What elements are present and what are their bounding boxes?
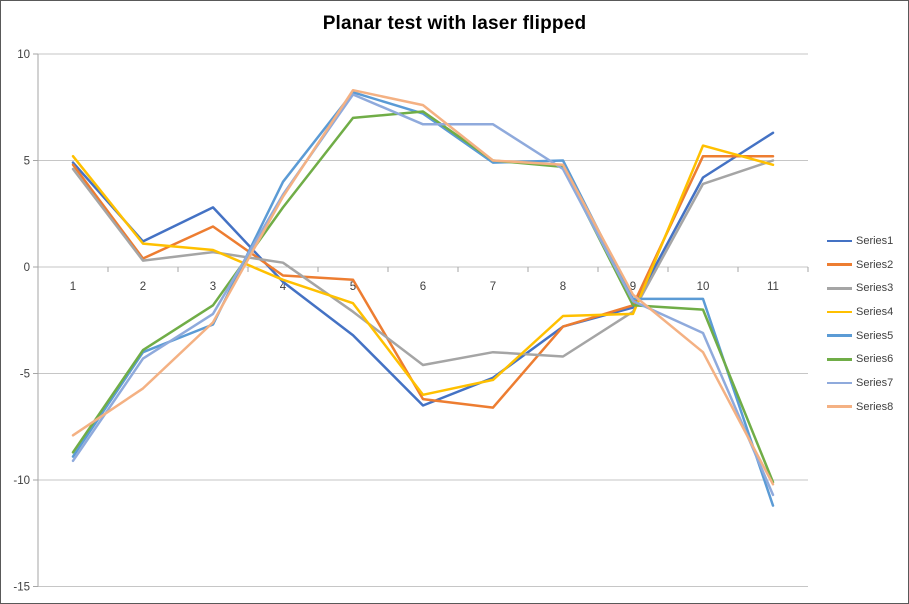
y-tick-label: -10 bbox=[13, 475, 30, 487]
y-tick-label: -15 bbox=[13, 582, 30, 594]
legend-label: Series3 bbox=[856, 282, 894, 295]
x-tick-label: 5 bbox=[350, 281, 356, 293]
y-tick-label: -5 bbox=[20, 369, 30, 381]
legend-swatch-icon bbox=[827, 334, 852, 337]
x-tick-label: 2 bbox=[140, 281, 146, 293]
series-line-series8 bbox=[71, 88, 775, 486]
legend-item-series7[interactable]: Series7 bbox=[827, 371, 893, 395]
x-tick-label: 1 bbox=[70, 281, 76, 293]
legend-swatch-icon bbox=[827, 405, 852, 408]
series-line-series4 bbox=[71, 144, 775, 397]
legend-label: Series5 bbox=[856, 329, 894, 342]
y-tick-label: 5 bbox=[24, 156, 30, 168]
y-tick-label: 0 bbox=[24, 262, 30, 274]
legend-swatch-icon bbox=[827, 286, 852, 290]
legend-item-series1[interactable]: Series1 bbox=[827, 229, 893, 253]
legend-item-series8[interactable]: Series8 bbox=[827, 395, 893, 419]
legend-swatch-icon bbox=[827, 310, 852, 314]
series-line-series3 bbox=[71, 159, 775, 367]
x-tick-label: 10 bbox=[697, 281, 710, 293]
legend-swatch-icon bbox=[827, 263, 852, 266]
series-line-series1 bbox=[71, 131, 775, 407]
x-tick-label: 8 bbox=[560, 281, 566, 293]
legend: Series1 Series2 Series3 Series4 Series5 Serie… bbox=[827, 229, 893, 419]
legend-item-series5[interactable]: Series5 bbox=[827, 324, 893, 348]
legend-label: Series4 bbox=[856, 305, 894, 318]
x-tick-label: 4 bbox=[280, 281, 287, 293]
legend-item-series6[interactable]: Series6 bbox=[827, 347, 893, 371]
x-tick-label: 9 bbox=[630, 281, 636, 293]
series-line-series6 bbox=[71, 110, 775, 484]
series-line-series5 bbox=[71, 91, 775, 507]
legend-label: Series8 bbox=[856, 400, 894, 413]
legend-item-series4[interactable]: Series4 bbox=[827, 300, 893, 324]
series-line-series7 bbox=[71, 93, 775, 497]
legend-swatch-icon bbox=[827, 381, 852, 385]
x-tick-label: 11 bbox=[767, 281, 779, 293]
legend-label: Series7 bbox=[856, 376, 894, 389]
x-tick-label: 7 bbox=[490, 281, 496, 293]
chart-title: Planar test with laser flipped bbox=[322, 13, 587, 34]
y-tick-label: 10 bbox=[17, 49, 30, 61]
legend-item-series2[interactable]: Series2 bbox=[827, 253, 893, 277]
legend-swatch-icon bbox=[827, 357, 852, 361]
x-tick-label: 6 bbox=[420, 281, 426, 293]
legend-item-series3[interactable]: Series3 bbox=[827, 276, 893, 300]
legend-swatch-icon bbox=[827, 239, 852, 243]
legend-label: Series6 bbox=[856, 353, 894, 366]
legend-label: Series2 bbox=[856, 258, 894, 271]
legend-label: Series1 bbox=[856, 234, 894, 247]
x-tick-label: 3 bbox=[210, 281, 216, 293]
